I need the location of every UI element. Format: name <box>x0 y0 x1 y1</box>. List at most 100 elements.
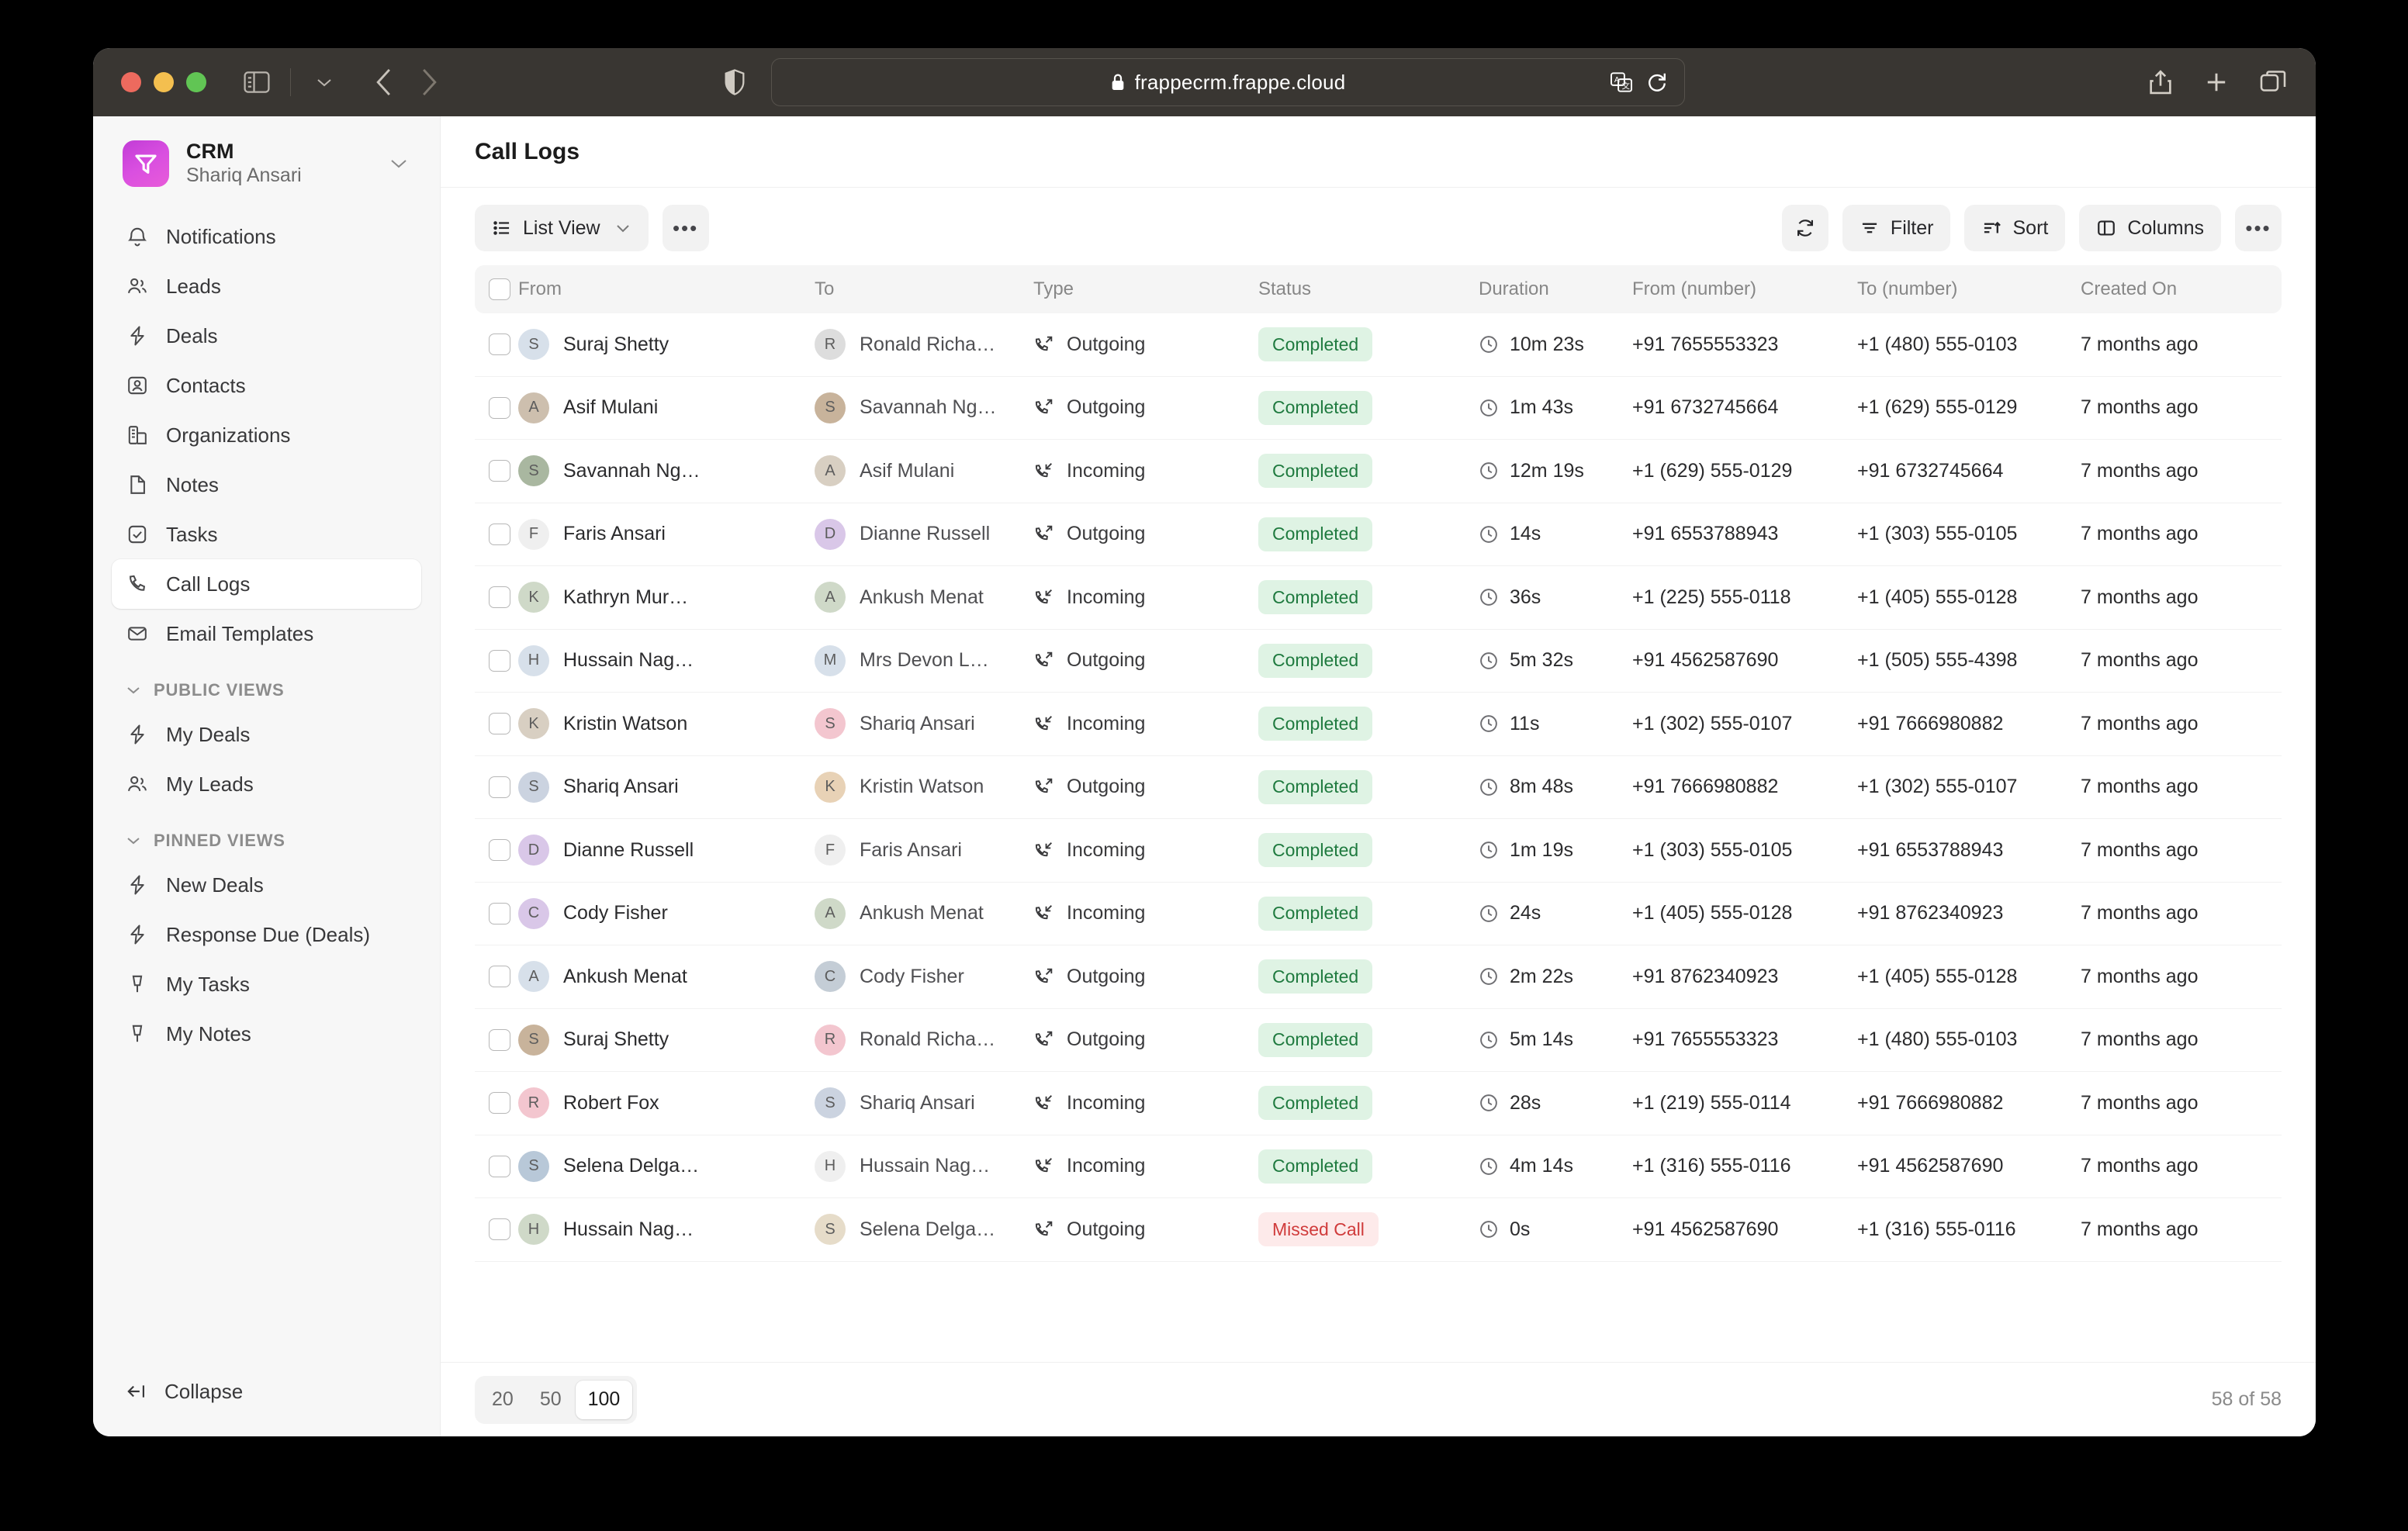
section-public-views[interactable]: PUBLIC VIEWS <box>112 658 421 710</box>
cell-from[interactable]: A Asif Mulani <box>518 392 815 423</box>
cell-to[interactable]: A Asif Mulani <box>815 455 1033 487</box>
window-controls[interactable] <box>121 72 206 92</box>
cell-to[interactable]: H Hussain Nag… <box>815 1150 1033 1182</box>
sidebar-item-leads[interactable]: Leads <box>112 261 421 311</box>
column-header-duration[interactable]: Duration <box>1479 278 1549 299</box>
sidebar-item-my-leads[interactable]: My Leads <box>112 759 421 809</box>
shield-icon[interactable] <box>725 69 745 95</box>
sidebar-item-new-deals[interactable]: New Deals <box>112 860 421 910</box>
page-size-selector[interactable]: 20 50 100 <box>475 1375 638 1424</box>
close-window-button[interactable] <box>121 72 141 92</box>
cell-to[interactable]: F Faris Ansari <box>815 835 1033 866</box>
cell-from[interactable]: F Faris Ansari <box>518 518 815 550</box>
columns-button[interactable]: Columns <box>2079 205 2221 251</box>
sidebar-item-deals[interactable]: Deals <box>112 311 421 361</box>
cell-to[interactable]: A Ankush Menat <box>815 582 1033 613</box>
table-row[interactable]: S Suraj Shetty R Ronald Richa… Outgoing Compl… <box>475 313 2282 377</box>
cell-from[interactable]: S Selena Delga… <box>518 1150 815 1182</box>
cell-to[interactable]: S Shariq Ansari <box>815 708 1033 740</box>
table-row[interactable]: A Asif Mulani S Savannah Ng… Outgoing Complet… <box>475 377 2282 440</box>
cell-from[interactable]: K Kristin Watson <box>518 708 815 740</box>
select-all-checkbox[interactable] <box>475 278 518 300</box>
back-button[interactable] <box>375 67 395 97</box>
view-more-options-button[interactable]: ••• <box>662 205 709 251</box>
cell-from[interactable]: D Dianne Russell <box>518 835 815 866</box>
row-checkbox[interactable] <box>475 334 518 356</box>
page-size-option-50[interactable]: 50 <box>539 1388 562 1410</box>
column-header-to-number[interactable]: To (number) <box>1857 278 1958 299</box>
row-checkbox[interactable] <box>475 966 518 988</box>
cell-from[interactable]: C Cody Fisher <box>518 897 815 929</box>
list-more-options-button[interactable]: ••• <box>2235 205 2282 251</box>
collapse-sidebar-button[interactable]: Collapse <box>112 1365 421 1418</box>
row-checkbox[interactable] <box>475 1218 518 1241</box>
page-size-option-20[interactable]: 20 <box>492 1388 514 1410</box>
table-row[interactable]: H Hussain Nag… S Selena Delga… Outgoing Misse… <box>475 1198 2282 1262</box>
sidebar-item-email-templates[interactable]: Email Templates <box>112 609 421 658</box>
address-bar[interactable]: frappecrm.frappe.cloud A 文 <box>770 58 1685 106</box>
row-checkbox[interactable] <box>475 902 518 924</box>
cell-to[interactable]: M Mrs Devon L… <box>815 645 1033 676</box>
tabs-overview-icon[interactable] <box>2260 71 2286 94</box>
sidebar-item-my-tasks[interactable]: My Tasks <box>112 959 421 1009</box>
cell-to[interactable]: K Kristin Watson <box>815 771 1033 803</box>
table-row[interactable]: S Savannah Ng… A Asif Mulani Incoming Complet… <box>475 440 2282 503</box>
sidebar-item-my-deals[interactable]: My Deals <box>112 710 421 759</box>
table-row[interactable]: S Selena Delga… H Hussain Nag… Incoming Compl… <box>475 1135 2282 1198</box>
cell-from[interactable]: H Hussain Nag… <box>518 645 815 676</box>
cell-from[interactable]: S Suraj Shetty <box>518 1024 815 1056</box>
cell-from[interactable]: S Savannah Ng… <box>518 455 815 487</box>
row-checkbox[interactable] <box>475 586 518 609</box>
workspace-switcher[interactable]: CRM Shariq Ansari <box>112 116 421 204</box>
table-row[interactable]: S Suraj Shetty R Ronald Richa… Outgoing Compl… <box>475 1009 2282 1072</box>
minimize-window-button[interactable] <box>154 72 174 92</box>
translate-icon[interactable]: A 文 <box>1610 72 1633 92</box>
page-size-option-100[interactable]: 100 <box>575 1380 633 1419</box>
cell-from[interactable]: K Kathryn Mur… <box>518 582 815 613</box>
column-header-to[interactable]: To <box>815 278 835 299</box>
table-row[interactable]: D Dianne Russell F Faris Ansari Incoming Comp… <box>475 819 2282 883</box>
column-header-status[interactable]: Status <box>1258 278 1312 299</box>
cell-to[interactable]: R Ronald Richa… <box>815 1024 1033 1056</box>
row-checkbox[interactable] <box>475 776 518 798</box>
column-header-from-number[interactable]: From (number) <box>1632 278 1757 299</box>
forward-button[interactable] <box>418 67 438 97</box>
table-row[interactable]: F Faris Ansari D Dianne Russell Outgoing Comp… <box>475 503 2282 566</box>
cell-to[interactable]: R Ronald Richa… <box>815 329 1033 361</box>
cell-from[interactable]: R Robert Fox <box>518 1087 815 1119</box>
cell-from[interactable]: S Shariq Ansari <box>518 771 815 803</box>
cell-to[interactable]: S Savannah Ng… <box>815 392 1033 423</box>
row-checkbox[interactable] <box>475 1028 518 1051</box>
sidebar-item-notifications[interactable]: Notifications <box>112 212 421 261</box>
row-checkbox[interactable] <box>475 713 518 735</box>
sidebar-item-response-due-deals[interactable]: Response Due (Deals) <box>112 910 421 959</box>
row-checkbox[interactable] <box>475 839 518 862</box>
sidebar-toggle-icon[interactable] <box>239 64 275 100</box>
cell-from[interactable]: S Suraj Shetty <box>518 329 815 361</box>
sort-button[interactable]: Sort <box>1964 205 2066 251</box>
table-row[interactable]: K Kathryn Mur… A Ankush Menat Incoming Comple… <box>475 566 2282 630</box>
maximize-window-button[interactable] <box>186 72 206 92</box>
cell-to[interactable]: A Ankush Menat <box>815 897 1033 929</box>
table-row[interactable]: K Kristin Watson S Shariq Ansari Incoming Com… <box>475 693 2282 756</box>
new-tab-icon[interactable] <box>2204 70 2229 95</box>
sidebar-item-tasks[interactable]: Tasks <box>112 510 421 559</box>
chevron-down-icon[interactable] <box>389 157 409 171</box>
filter-button[interactable]: Filter <box>1842 205 1951 251</box>
sidebar-item-organizations[interactable]: Organizations <box>112 410 421 460</box>
column-header-from[interactable]: From <box>518 278 562 299</box>
view-selector-button[interactable]: List View <box>475 205 649 251</box>
sidebar-item-notes[interactable]: Notes <box>112 460 421 510</box>
row-checkbox[interactable] <box>475 649 518 672</box>
table-row[interactable]: A Ankush Menat C Cody Fisher Outgoing Complet… <box>475 945 2282 1009</box>
cell-to[interactable]: D Dianne Russell <box>815 518 1033 550</box>
chevron-down-icon[interactable] <box>306 64 342 100</box>
column-header-created-on[interactable]: Created On <box>2081 278 2178 299</box>
column-header-type[interactable]: Type <box>1033 278 1074 299</box>
section-pinned-views[interactable]: PINNED VIEWS <box>112 809 421 860</box>
cell-to[interactable]: S Selena Delga… <box>815 1214 1033 1246</box>
sidebar-item-my-notes[interactable]: My Notes <box>112 1009 421 1059</box>
row-checkbox[interactable] <box>475 396 518 419</box>
cell-from[interactable]: H Hussain Nag… <box>518 1214 815 1246</box>
table-row[interactable]: H Hussain Nag… M Mrs Devon L… Outgoing Comple… <box>475 630 2282 693</box>
